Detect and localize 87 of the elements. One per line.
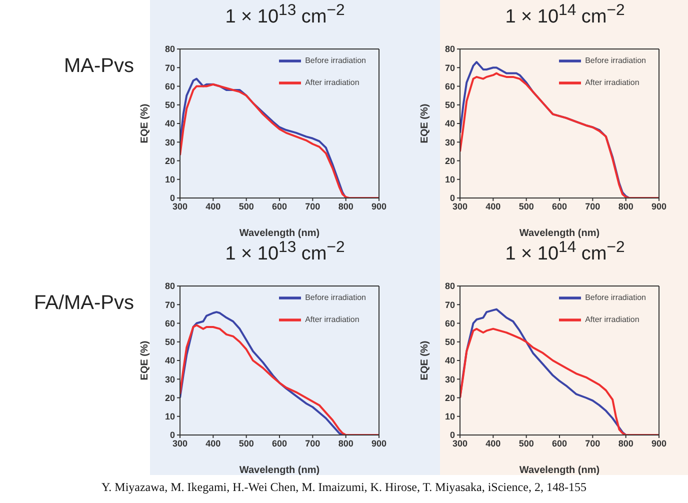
x-tick-label: 800 [338,438,354,448]
y-tick-label: 40 [164,118,175,129]
legend-label: After irradiation [305,78,360,88]
x-tick-label: 700 [305,438,320,448]
y-tick-label: 70 [444,62,455,73]
x-tick-label: 900 [371,201,387,212]
x-tick-label: 800 [338,201,354,212]
x-tick-label: 600 [552,201,568,212]
x-tick-label: 300 [452,201,468,212]
legend-label: After irradiation [585,315,640,324]
y-tick-label: 50 [164,337,175,348]
x-tick-label: 600 [272,201,288,212]
y-tick-label: 60 [444,81,455,92]
y-tick-label: 40 [444,356,455,366]
x-tick-label: 600 [272,438,288,448]
y-tick-label: 70 [164,300,175,310]
y-axis-title: EQE (%) [140,340,151,380]
y-tick-label: 30 [444,374,455,384]
x-axis-title: Wavelength (nm) [519,228,600,239]
y-tick-label: 0 [170,430,175,440]
y-tick-label: 80 [164,281,175,292]
y-tick-label: 0 [450,193,455,204]
x-tick-label: 800 [618,438,634,448]
y-tick-label: 0 [170,193,175,204]
legend-label: Before irradiation [585,56,646,66]
y-tick-label: 80 [444,281,455,292]
y-tick-label: 0 [450,430,455,440]
x-tick-label: 400 [486,201,501,212]
x-tick-label: 500 [518,438,534,448]
x-tick-label: 300 [172,438,188,448]
x-tick-label: 600 [552,438,568,448]
y-tick-label: 10 [164,174,175,185]
y-axis-title: EQE (%) [140,104,151,144]
y-tick-label: 20 [164,392,175,403]
y-tick-label: 20 [444,392,455,403]
chart-title: 1 × 10$^{13}$ cm$^{−2}$ [224,2,346,28]
y-tick-label: 30 [444,137,455,148]
y-tick-label: 80 [164,44,175,54]
text: FA/MA-Pvs [32,292,134,315]
legend-label: After irradiation [585,78,640,88]
x-tick-label: 500 [238,438,254,448]
y-tick-label: 50 [444,337,455,348]
chart-title: 1 × 10$^{13}$ cm$^{−2}$ [224,239,346,266]
y-tick-label: 10 [164,412,175,422]
text: MA-Pvs [63,55,134,78]
y-tick-label: 20 [444,156,455,166]
y-tick-label: 20 [164,156,175,166]
y-tick-label: 70 [444,300,455,310]
legend-label: Before irradiation [585,293,646,302]
x-tick-label: 500 [238,201,254,212]
x-tick-label: 900 [651,201,667,212]
x-tick-label: 700 [305,201,320,212]
x-axis-title: Wavelength (nm) [239,465,320,476]
y-tick-label: 10 [444,174,455,185]
x-tick-label: 400 [206,201,221,212]
x-tick-label: 300 [172,201,188,212]
y-axis-title: EQE (%) [420,104,431,144]
y-tick-label: 50 [164,100,175,110]
chart-title: 1 × 10$^{14}$ cm$^{−2}$ [504,239,626,266]
y-tick-label: 60 [164,318,175,328]
x-tick-label: 400 [206,438,221,448]
x-tick-label: 400 [486,438,501,448]
y-axis-title: EQE (%) [420,340,431,380]
x-tick-label: 500 [518,201,534,212]
x-axis-title: Wavelength (nm) [239,228,320,239]
y-tick-label: 10 [444,412,455,422]
legend-label: Before irradiation [305,293,366,302]
y-tick-label: 50 [444,100,455,110]
x-tick-label: 800 [618,201,634,212]
text: Y. Miyazawa, M. Ikegami, H.-Wei Chen, M. Imaizumi, K. Hirose, T. Miyasaka, iScience, 2, 148-155 [100,480,588,495]
y-tick-label: 60 [164,81,175,92]
x-tick-label: 900 [371,438,387,448]
y-tick-label: 70 [164,62,175,73]
legend-label: After irradiation [305,315,360,324]
y-tick-label: 80 [444,44,455,54]
x-tick-label: 700 [585,438,600,448]
y-tick-label: 30 [164,374,175,384]
x-tick-label: 700 [585,201,600,212]
y-tick-label: 60 [444,318,455,328]
x-tick-label: 300 [452,438,468,448]
y-tick-label: 30 [164,137,175,148]
x-tick-label: 900 [651,438,667,448]
y-tick-label: 40 [444,118,455,129]
x-axis-title: Wavelength (nm) [519,465,600,476]
legend-label: Before irradiation [305,56,366,66]
chart-title: 1 × 10$^{14}$ cm$^{−2}$ [504,2,626,28]
y-tick-label: 40 [164,356,175,366]
